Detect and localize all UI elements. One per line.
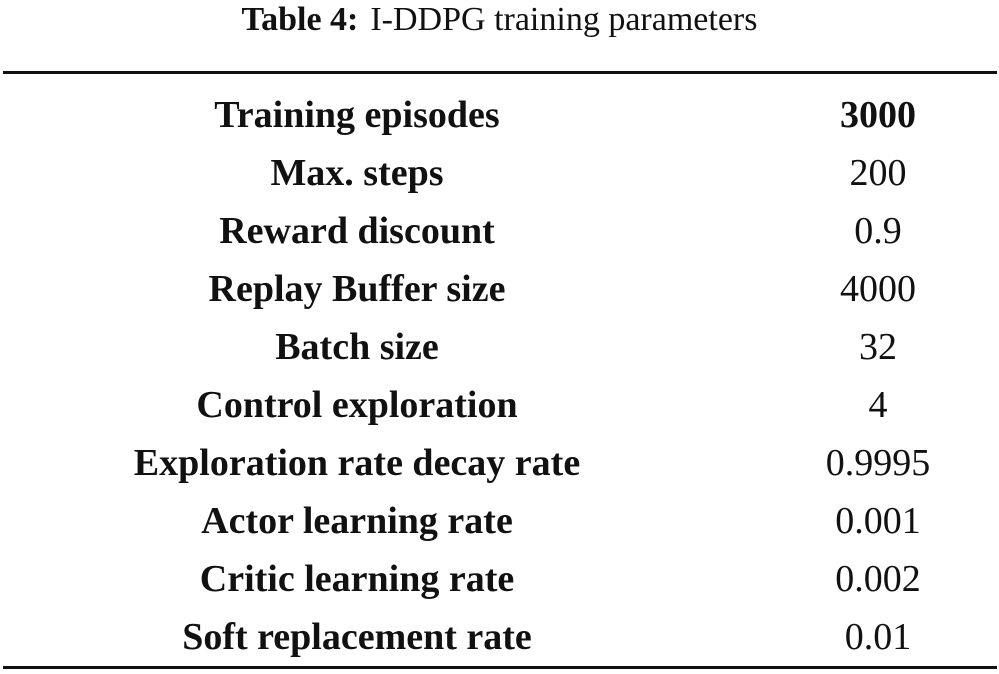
parameter-value: 200 [849, 152, 907, 194]
parameter-value: 0.9995 [825, 442, 931, 484]
parameter-name: Replay Buffer size [208, 268, 506, 310]
parameter-value: 32 [859, 326, 897, 368]
bottom-rule [3, 666, 997, 669]
caption-text: I-DDPG training parameters [370, 1, 758, 38]
parameter-value: 4000 [840, 268, 916, 310]
parameter-value: 0.002 [835, 558, 921, 600]
parameter-value: 4 [868, 384, 888, 426]
parameter-name: Training episodes [214, 94, 500, 136]
parameter-name: Control exploration [196, 384, 518, 426]
parameter-name: Max. steps [270, 152, 444, 194]
parameter-name: Actor learning rate [201, 500, 513, 542]
parameter-value: 3000 [840, 94, 916, 136]
parameter-name: Critic learning rate [199, 558, 515, 600]
parameter-value: 0.01 [844, 616, 912, 658]
parameter-name: Exploration rate decay rate [133, 442, 581, 484]
parameter-name: Batch size [275, 326, 439, 368]
top-rule [3, 71, 997, 74]
caption-label: Table 4: [241, 1, 359, 38]
parameter-name: Soft replacement rate [182, 616, 532, 658]
parameter-name: Reward discount [219, 210, 495, 252]
parameter-value: 0.9 [854, 210, 902, 252]
parameter-value: 0.001 [835, 500, 921, 542]
table-caption: Table 4: I-DDPG training parameters [0, 0, 999, 40]
